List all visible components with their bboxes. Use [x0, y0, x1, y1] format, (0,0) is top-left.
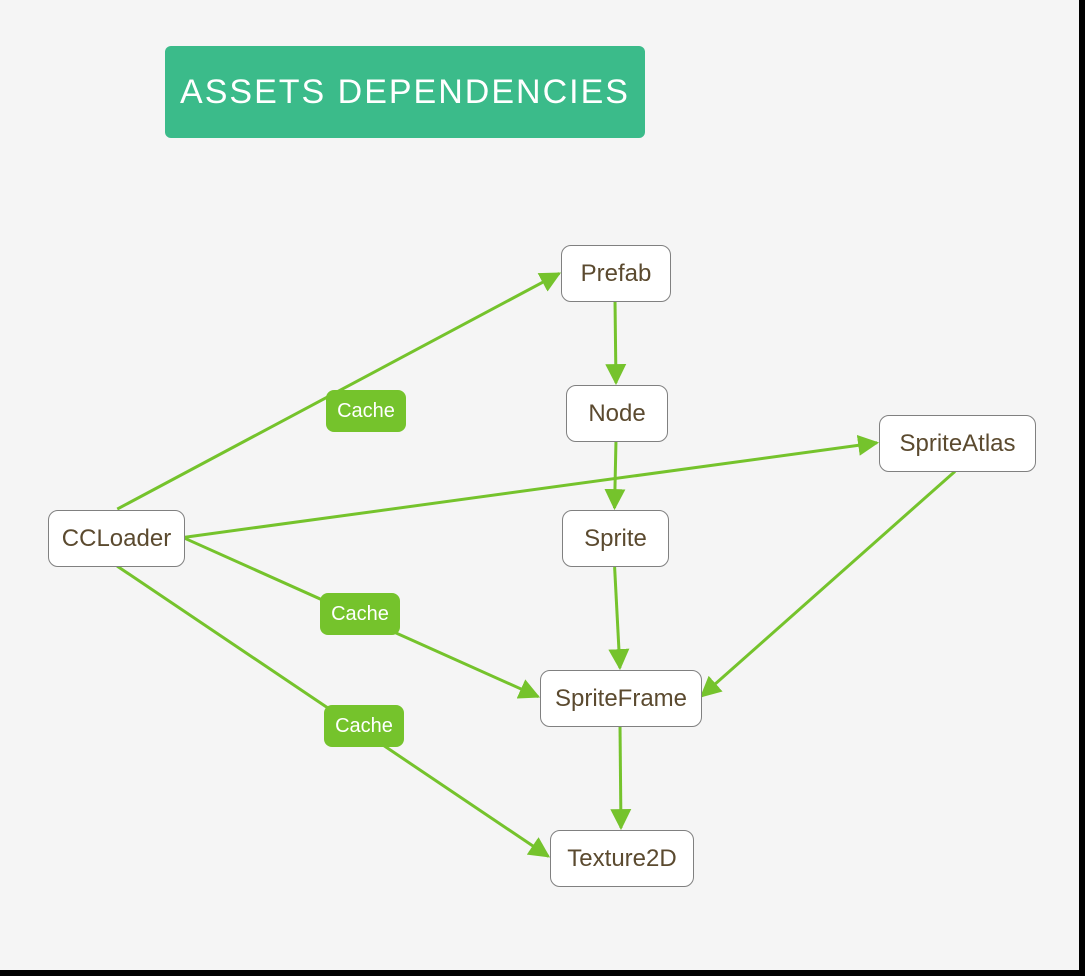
node-node: Node: [566, 385, 668, 442]
edge-label-ccloader-texture2d: Cache: [324, 705, 404, 747]
edge-sprite-spriteframe: [615, 567, 620, 668]
diagram-canvas: ASSETS DEPENDENCIES CCLoader Prefab Node Sp…: [0, 0, 1085, 976]
edge-spriteatlas-spriteframe: [701, 471, 955, 696]
edge-label-ccloader-spriteframe: Cache: [320, 593, 400, 635]
node-sprite: Sprite: [562, 510, 669, 567]
edge-node-sprite: [615, 442, 616, 508]
title-box: ASSETS DEPENDENCIES: [165, 46, 645, 138]
frame-border-right: [1079, 0, 1085, 976]
edge-prefab-node: [615, 302, 616, 383]
title-text: ASSETS DEPENDENCIES: [180, 73, 630, 112]
edge-ccloader-spriteatlas: [185, 443, 877, 537]
node-spriteatlas: SpriteAtlas: [879, 415, 1036, 472]
edge-spriteframe-texture2d: [620, 727, 621, 828]
frame-border-bottom: [0, 970, 1085, 976]
node-ccloader: CCLoader: [48, 510, 185, 567]
node-prefab: Prefab: [561, 245, 671, 302]
node-texture2d: Texture2D: [550, 830, 694, 887]
edge-label-ccloader-prefab: Cache: [326, 390, 406, 432]
edges-layer: [0, 0, 1085, 976]
node-spriteframe: SpriteFrame: [540, 670, 702, 727]
